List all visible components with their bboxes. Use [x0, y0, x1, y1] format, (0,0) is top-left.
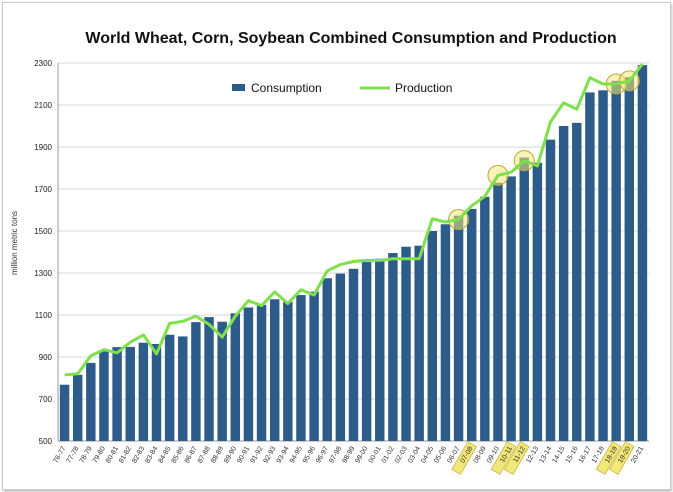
bar-77-78	[72, 374, 83, 441]
bar-89-90	[230, 313, 241, 441]
bar-11-12	[519, 157, 529, 441]
bar-15-16	[572, 122, 582, 441]
bar-98-99	[348, 268, 359, 441]
bar-07-08	[466, 208, 477, 441]
bar-06-07	[453, 215, 464, 441]
bar-02-03	[401, 246, 411, 441]
bar-90-91	[243, 307, 254, 441]
highlight-circles	[448, 70, 640, 230]
bar-95-96	[309, 291, 319, 441]
bar-87-88	[204, 317, 214, 441]
consumption-bars	[59, 65, 648, 442]
production-line	[64, 63, 644, 377]
y-tick-labels: 500 700 900 1100 1300 1500 1700 1900 2100 2300	[34, 59, 52, 446]
bar-10-11	[506, 176, 516, 441]
bar-80-81	[112, 347, 122, 441]
bar-97-98	[335, 273, 346, 441]
bar-96-97	[322, 278, 332, 441]
bar-88-89	[217, 321, 227, 441]
y-tick-label-500: 500	[39, 437, 53, 446]
bar-78-79	[86, 362, 96, 441]
y-tick-label-1100: 1100	[35, 311, 53, 320]
x-tick-highlight-11-12	[503, 441, 530, 475]
bar-92-93	[269, 299, 280, 441]
legend-production-label: Production	[395, 81, 452, 95]
bar-86-87	[191, 322, 201, 441]
bar-85-86	[178, 336, 188, 441]
bar-91-92	[256, 304, 267, 441]
y-tick-label-1300: 1300	[34, 269, 52, 278]
y-tick-label-700: 700	[39, 395, 53, 404]
bar-09-10	[493, 182, 503, 441]
legend-consumption-swatch	[232, 84, 245, 91]
y-tick-label-1500: 1500	[34, 227, 52, 236]
x-tick-labels: 76-7777-7878-7979-8080-8181-8282-8383-84…	[52, 441, 645, 475]
bar-84-85	[164, 334, 175, 441]
y-tick-label-900: 900	[39, 353, 53, 362]
bar-94-95	[296, 295, 306, 441]
x-tick-highlight-18-19	[595, 441, 622, 475]
bar-17-18	[598, 90, 608, 442]
bar-08-09	[480, 196, 490, 441]
bar-99-00	[361, 262, 372, 441]
bar-14-15	[558, 126, 569, 441]
y-tick-label-2300: 2300	[34, 59, 52, 68]
bar-05-06	[440, 224, 451, 441]
production-line-group	[64, 63, 644, 377]
chart-title: World Wheat, Corn, Soybean Combined Cons…	[85, 30, 616, 47]
y-tick-label-1900: 1900	[34, 143, 52, 152]
y-tick-label-1700: 1700	[34, 185, 52, 194]
bar-19-20	[624, 77, 635, 441]
bar-79-80	[99, 351, 109, 441]
bar-18-19	[611, 80, 621, 441]
bar-82-83	[138, 342, 149, 441]
bar-01-02	[388, 253, 398, 441]
bar-83-84	[151, 343, 162, 441]
bar-03-04	[414, 245, 424, 441]
bar-04-05	[427, 231, 438, 441]
bar-13-14	[545, 139, 556, 441]
x-tick-highlight-10-11	[490, 441, 517, 475]
bar-76-77	[59, 384, 70, 441]
legend: Consumption Production	[232, 81, 452, 95]
x-tick-highlight-19-20	[608, 441, 635, 475]
legend-consumption-label: Consumption	[251, 81, 322, 95]
y-axis-label: million metric tons	[10, 211, 19, 275]
y-tick-label-2100: 2100	[34, 101, 52, 110]
bar-00-01	[375, 258, 385, 441]
bar-16-17	[585, 92, 595, 442]
bar-12-13	[532, 162, 543, 441]
bar-93-94	[283, 301, 293, 441]
x-tick-highlight-07-08	[451, 441, 478, 475]
bar-81-82	[125, 346, 135, 441]
bar-20-21	[637, 65, 648, 441]
